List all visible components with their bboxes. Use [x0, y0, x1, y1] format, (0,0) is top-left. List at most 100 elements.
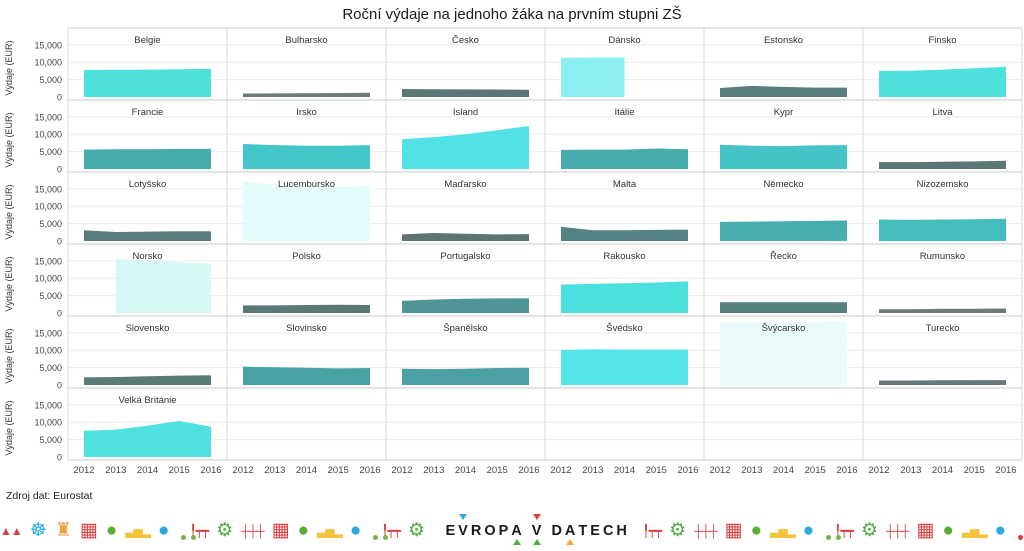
building-icon: ▦	[724, 520, 743, 541]
area-litva	[879, 160, 1006, 169]
logo-letter: A	[565, 516, 575, 546]
facet-title-lucembursko: Lucembursko	[278, 179, 335, 190]
x-tick-label: 2013	[900, 465, 921, 476]
facet-title-kypr: Kypr	[774, 107, 794, 118]
facet-title-rakousko: Rakousko	[603, 251, 645, 262]
facet-title-slovensko: Slovensko	[126, 323, 170, 334]
x-tick-label: 2014	[932, 465, 953, 476]
tower-icon: ♜	[54, 520, 72, 541]
globe-icon: ●	[105, 520, 118, 541]
skyline-icon: ▃▅▂	[317, 524, 343, 538]
area-finsko	[879, 66, 1006, 97]
x-tick-label: 2016	[200, 465, 221, 476]
area-malta	[561, 226, 688, 241]
facet-title-cesko: Česko	[452, 35, 479, 46]
area-italie	[561, 148, 688, 169]
facet-title-norsko: Norsko	[132, 251, 162, 262]
y-tick-label: 15,000	[34, 328, 62, 338]
facet-title-litva: Litva	[932, 107, 953, 118]
y-tick-label: 10,000	[34, 274, 62, 284]
x-tick-label: 2013	[423, 465, 444, 476]
facet-title-nemecko: Německo	[763, 179, 803, 190]
x-tick-label: 2015	[646, 465, 667, 476]
facet-title-francie: Francie	[132, 107, 164, 118]
logo-triangle-icon	[532, 539, 541, 545]
area-turecko	[879, 380, 1006, 385]
area-velka-britanie	[84, 420, 211, 457]
building-icon: ▦	[79, 520, 98, 541]
streetlamp-bench-icon: ╿┯┯	[642, 524, 662, 538]
x-tick-label: 2014	[455, 465, 476, 476]
logo-letter: C	[602, 523, 614, 539]
y-tick-label: 15,000	[34, 400, 62, 410]
facet-title-italie: Itálie	[614, 107, 634, 118]
streetlamp-bench-icon: ╿┯┯	[189, 524, 209, 538]
globe-icon: ●	[157, 520, 170, 541]
facet-title-malta: Malta	[613, 179, 637, 190]
y-tick-label: 0	[57, 92, 62, 102]
facet-title-rumunsko: Rumunsko	[920, 251, 965, 262]
facet-title-bulharsko: Bulharsko	[285, 35, 327, 46]
x-tick-label: 2012	[73, 465, 94, 476]
y-tick-label: 10,000	[34, 130, 62, 140]
mountains-icon: ▲▲	[0, 524, 23, 538]
y-tick-label: 5,000	[39, 219, 62, 229]
y-tick-label: 0	[57, 308, 62, 318]
logo-triangle-icon	[512, 539, 521, 545]
logo-letter: A	[511, 516, 522, 546]
x-tick-label: 2012	[550, 465, 571, 476]
x-tick-label: 2016	[359, 465, 380, 476]
area-spanelsko	[402, 367, 529, 385]
ferris-wheel-icon: ☸	[29, 520, 47, 541]
y-tick-label: 15,000	[34, 40, 62, 50]
facet-title-velka-britanie: Velká Británie	[118, 395, 176, 406]
area-francie	[84, 148, 211, 169]
area-rakousko	[561, 281, 688, 313]
facet-title-belgie: Belgie	[134, 35, 160, 46]
x-tick-label: 2015	[964, 465, 985, 476]
area-svycarsko	[720, 321, 847, 385]
x-tick-label: 2014	[773, 465, 794, 476]
facet-title-spanelsko: Španělsko	[443, 323, 487, 334]
facet-title-estonsko: Estonsko	[764, 35, 803, 46]
y-axis-label: Výdaje (EUR)	[4, 112, 14, 167]
x-tick-label: 2012	[232, 465, 253, 476]
y-tick-label: 5,000	[39, 435, 62, 445]
facet-title-recko: Řecko	[770, 251, 797, 262]
area-island	[402, 126, 529, 169]
area-recko	[720, 302, 847, 313]
gear-icon: ⚙	[408, 520, 426, 541]
area-madarsko	[402, 233, 529, 241]
building-icon: ▦	[271, 520, 290, 541]
railway-icon: ┼┼┼	[886, 524, 909, 538]
globe-icon: ●	[994, 520, 1007, 541]
y-tick-label: 0	[57, 380, 62, 390]
y-tick-label: 5,000	[39, 363, 62, 373]
logo-letter: P	[498, 523, 509, 539]
x-tick-label: 2014	[614, 465, 635, 476]
x-tick-label: 2013	[741, 465, 762, 476]
y-tick-label: 5,000	[39, 147, 62, 157]
y-tick-label: 0	[57, 164, 62, 174]
y-tick-label: 0	[57, 236, 62, 246]
facet-title-portugalsko: Portugalsko	[440, 251, 490, 262]
y-tick-label: 15,000	[34, 184, 62, 194]
logo-letter: D	[551, 523, 562, 539]
area-nemecko	[720, 220, 847, 241]
y-axis-label: Výdaje (EUR)	[4, 328, 14, 383]
x-tick-label: 2016	[995, 465, 1016, 476]
area-lotyssko	[84, 230, 211, 241]
railway-icon: ┼┼┼	[694, 524, 717, 538]
skyline-icon: ▃▅▂	[770, 524, 796, 538]
area-cesko	[402, 89, 529, 97]
area-estonsko	[720, 85, 847, 97]
area-belgie	[84, 68, 211, 97]
area-bulharsko	[243, 92, 370, 97]
area-polsko	[243, 304, 370, 313]
globe-icon: ●	[802, 520, 815, 541]
logo-letter: T	[578, 523, 588, 539]
logo-letter: V	[458, 514, 468, 546]
x-tick-label: 2013	[264, 465, 285, 476]
building-icon: ▦	[916, 520, 935, 541]
